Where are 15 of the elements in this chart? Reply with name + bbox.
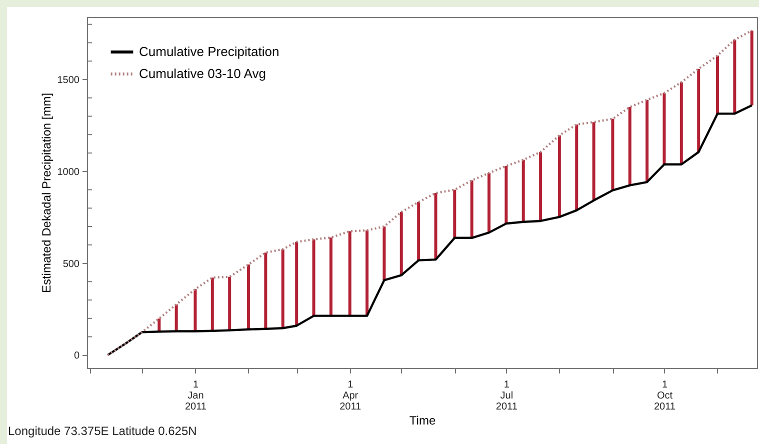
y-tick-label: 500 [62, 258, 80, 270]
line-series [106, 30, 753, 356]
line-series [106, 104, 753, 356]
y-axis-title: Estimated Dekadal Precipitation [mm] [39, 92, 54, 294]
legend-label: Cumulative 03-10 Avg [139, 66, 266, 81]
y-tick-label: 1500 [57, 74, 80, 86]
y-tick-label: 1000 [57, 166, 80, 178]
x-tick-label: 1 Jul 2011 [496, 380, 518, 412]
x-axis-title: Time [409, 414, 436, 428]
legend-label: Cumulative Precipitation [139, 44, 280, 59]
x-tick-label: 1 Oct 2011 [654, 380, 676, 412]
text: Longitude 73.375E Latitude 0.625N [8, 424, 197, 438]
x-tick-label: 1 Apr 2011 [340, 380, 362, 412]
y-tick-label: 0 [74, 350, 80, 362]
x-tick-label: 1 Jan 2011 [184, 380, 207, 412]
